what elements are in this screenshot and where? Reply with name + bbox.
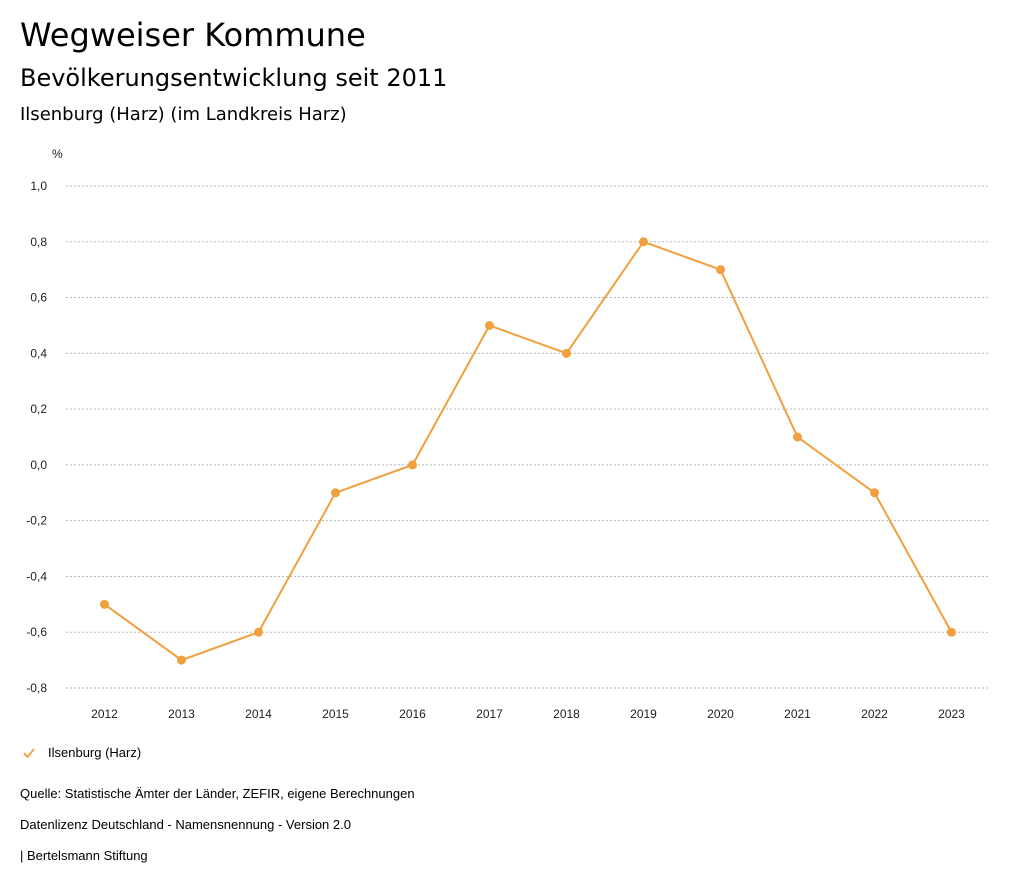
line-chart: % 1,0 0,8 0,6 0,4 0,2 0,0 -0,2 -0,4 -0,6 -0,8 201… xyxy=(26,147,990,721)
x-tick-label: 2019 xyxy=(630,707,657,721)
y-tick-label: -0,8 xyxy=(26,681,47,695)
x-tick-label: 2016 xyxy=(399,707,426,721)
check-icon xyxy=(23,747,35,758)
y-axis-unit: % xyxy=(52,147,63,161)
y-tick-label: 0,2 xyxy=(30,402,47,416)
y-axis-ticks: 1,0 0,8 0,6 0,4 0,2 0,0 -0,2 -0,4 -0,6 -0,8 xyxy=(26,179,47,695)
y-tick-label: 0,4 xyxy=(30,346,47,360)
x-tick-label: 2014 xyxy=(245,707,272,721)
x-tick-label: 2013 xyxy=(168,707,195,721)
x-tick-label: 2022 xyxy=(861,707,888,721)
page-title: Wegweiser Kommune xyxy=(20,16,366,54)
data-point[interactable] xyxy=(793,432,802,442)
y-tick-label: 0,0 xyxy=(30,458,47,472)
x-tick-label: 2021 xyxy=(784,707,811,721)
place-name: Ilsenburg (Harz) (im Landkreis Harz) xyxy=(20,104,347,125)
source-note: Quelle: Statistische Ämter der Länder, Z… xyxy=(20,786,415,801)
data-point[interactable] xyxy=(331,488,340,498)
data-point[interactable] xyxy=(100,599,109,609)
y-tick-label: -0,4 xyxy=(26,569,47,583)
x-tick-label: 2018 xyxy=(553,707,580,721)
legend-label: Ilsenburg (Harz) xyxy=(48,745,142,760)
x-axis-ticks: 2012 2013 2014 2015 2016 2017 2018 2019 2020 2021… xyxy=(91,707,965,721)
data-point[interactable] xyxy=(716,265,725,275)
y-tick-label: -0,2 xyxy=(26,514,47,528)
series-line xyxy=(103,240,953,662)
x-tick-label: 2017 xyxy=(476,707,503,721)
x-tick-label: 2015 xyxy=(322,707,349,721)
series-group xyxy=(100,237,956,665)
y-tick-label: -0,6 xyxy=(26,625,47,639)
x-tick-label: 2020 xyxy=(707,707,734,721)
y-tick-label: 1,0 xyxy=(30,179,47,193)
y-tick-label: 0,6 xyxy=(30,291,47,305)
legend[interactable]: Ilsenburg (Harz) xyxy=(22,745,141,760)
license-note: Datenlizenz Deutschland - Namensnennung … xyxy=(20,817,351,832)
data-point[interactable] xyxy=(870,488,879,498)
data-point[interactable] xyxy=(485,320,494,330)
data-point[interactable] xyxy=(639,237,648,247)
x-tick-label: 2012 xyxy=(91,707,118,721)
data-point[interactable] xyxy=(177,655,186,665)
data-point[interactable] xyxy=(408,460,417,470)
x-tick-label: 2023 xyxy=(938,707,965,721)
data-point[interactable] xyxy=(254,627,263,637)
grid-lines xyxy=(66,185,990,689)
data-point[interactable] xyxy=(947,627,956,637)
data-point[interactable] xyxy=(562,348,571,358)
publisher-note: | Bertelsmann Stiftung xyxy=(20,848,148,863)
chart-subtitle: Bevölkerungsentwicklung seit 2011 xyxy=(20,64,448,92)
y-tick-label: 0,8 xyxy=(30,235,47,249)
